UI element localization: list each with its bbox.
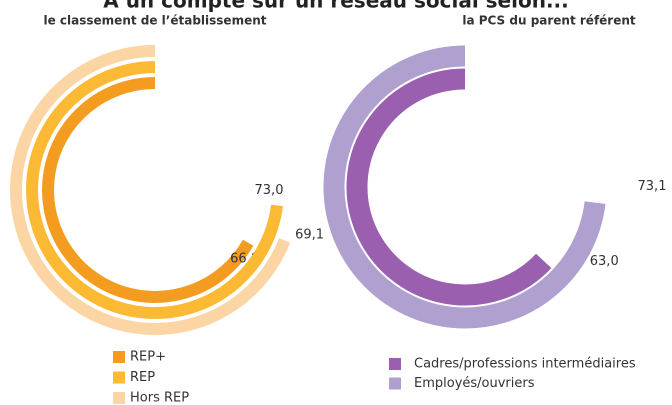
legend-swatch [389,358,401,370]
radial-bar [26,61,283,319]
legend-label: Cadres/professions intermédiaires [414,357,636,372]
radial-bar [42,77,254,303]
legend-label: REP+ [130,350,166,365]
value-label: 69,1 [295,228,324,243]
legend-label: Hors REP [130,391,189,405]
chart-subtitle: le classement de l’établissement [44,14,267,28]
chart-title: A un compte sur un réseau social selon..… [103,0,569,13]
radial-bar [323,45,606,329]
value-label: 73,1 [638,179,667,194]
legend-swatch [113,392,125,404]
value-label: 63,0 [590,254,619,269]
legend-label: REP [130,370,155,385]
legend-label: Employés/ouvriers [414,376,535,391]
value-label: 73,0 [255,183,284,198]
legend-swatch [389,377,401,390]
chart-subtitle: la PCS du parent référent [462,14,636,28]
radial-bar [346,68,552,306]
legend-swatch [113,351,125,363]
legend-swatch [113,371,125,384]
radial-bar [10,45,291,335]
